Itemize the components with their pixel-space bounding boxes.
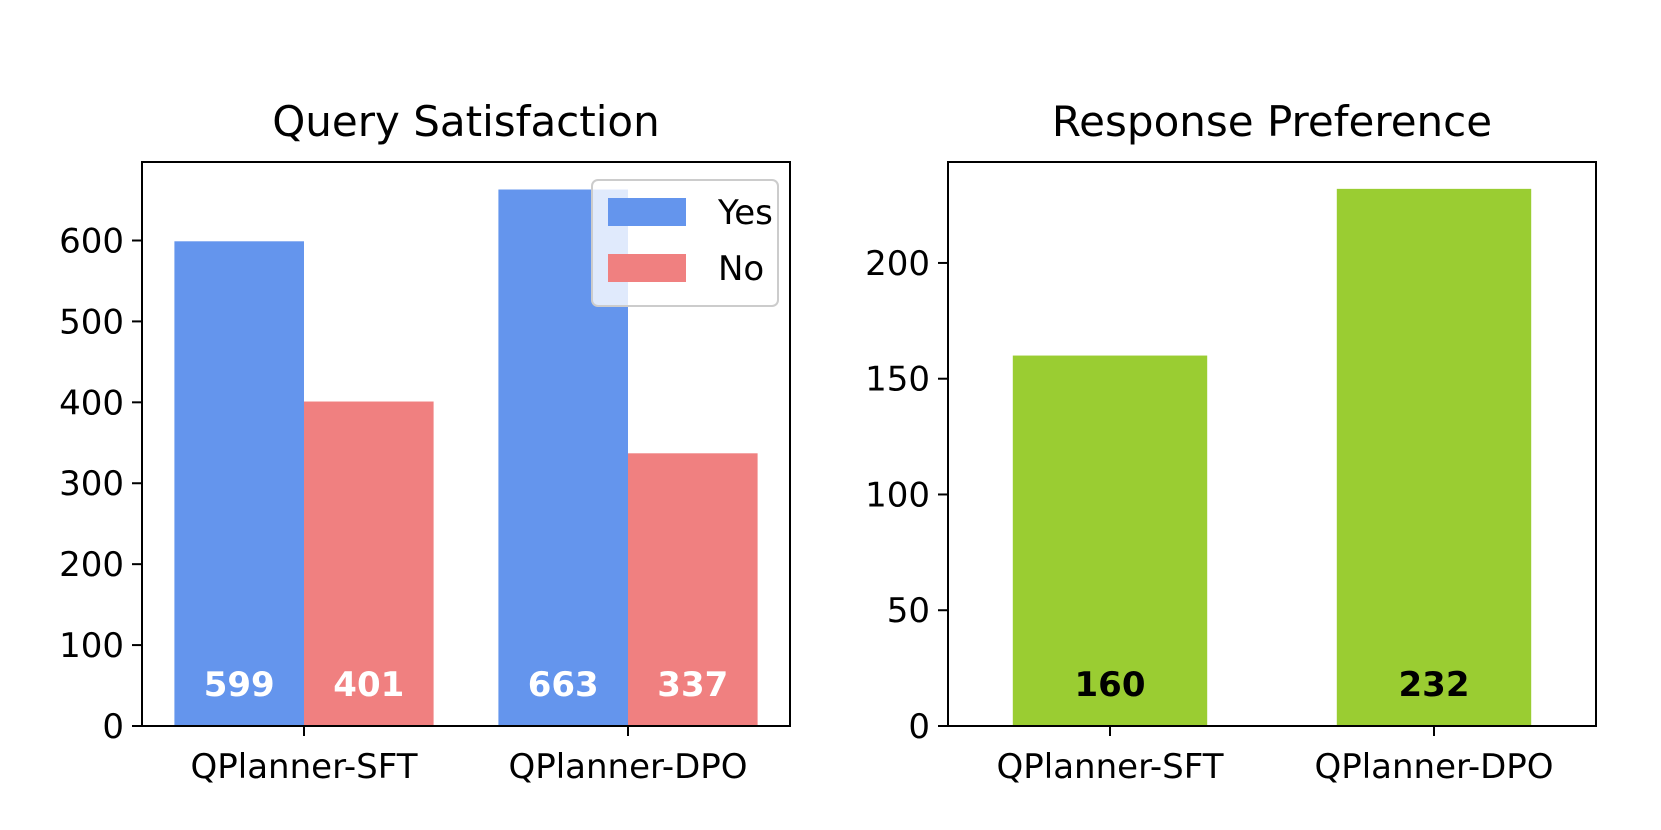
- chart-panel-2: 160 232 0 50 100 150 200 QPlanner-SFT QPlanner-D…: [865, 97, 1597, 787]
- axes-frame: [141, 161, 791, 727]
- x-tick-label: QPlanner-DPO: [508, 747, 747, 787]
- chart-title: Query Satisfaction: [272, 97, 659, 146]
- bar-no-2: [628, 453, 758, 726]
- y-tick-label: 100: [59, 626, 124, 666]
- data-label: 599: [204, 665, 275, 705]
- y-tick-label: 0: [102, 707, 124, 747]
- legend: Yes No: [591, 179, 779, 307]
- y-tick-label: 500: [59, 302, 124, 342]
- data-label: 663: [528, 665, 599, 705]
- x-tick-label: QPlanner-DPO: [1314, 747, 1553, 787]
- y-tick-label: 300: [59, 464, 124, 504]
- axes-frame: [947, 161, 1597, 727]
- bar-1: [1012, 355, 1208, 726]
- y-tick-label: 400: [59, 383, 124, 423]
- x-tick-label: QPlanner-SFT: [997, 747, 1224, 787]
- y-tick-label: 200: [865, 244, 930, 284]
- y-tick-label: 600: [59, 221, 124, 261]
- bar-yes-1: [174, 241, 304, 726]
- x-tick-label: QPlanner-SFT: [191, 747, 418, 787]
- bar-2: [1336, 188, 1532, 726]
- y-tick-label: 100: [865, 475, 930, 515]
- bar-no-1: [304, 401, 434, 726]
- data-label: 160: [1075, 665, 1146, 705]
- y-tick-label: 50: [887, 591, 930, 631]
- y-tick-label: 200: [59, 545, 124, 585]
- legend-label: Yes: [717, 193, 773, 233]
- data-label: 337: [657, 665, 728, 705]
- data-label: 232: [1399, 665, 1470, 705]
- y-tick-label: 0: [908, 707, 930, 747]
- legend-label: No: [718, 249, 764, 289]
- chart-panel-1: 599 663 401 337 0 100 200 300 400 500 600 QPlanner-…: [59, 97, 791, 787]
- data-label: 401: [333, 665, 404, 705]
- legend-swatch: [608, 198, 686, 226]
- y-tick-label: 150: [865, 360, 930, 400]
- chart-title: Response Preference: [1052, 97, 1492, 146]
- legend-swatch: [608, 254, 686, 282]
